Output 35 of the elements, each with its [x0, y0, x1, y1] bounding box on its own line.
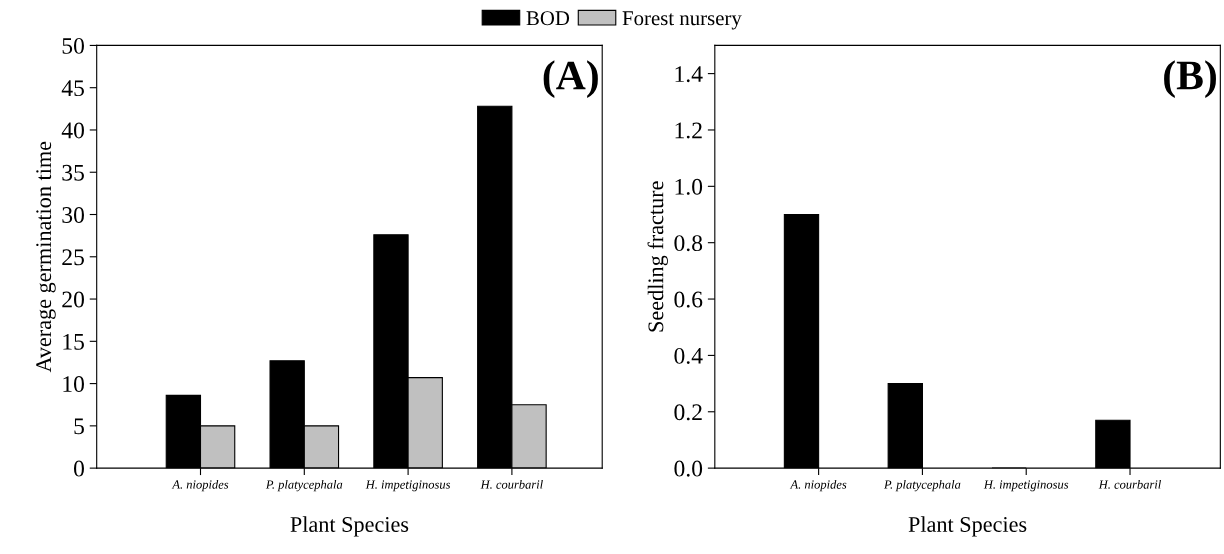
y-tick-label: 1.4 [675, 66, 703, 83]
y-tick-label: 5 [74, 418, 84, 435]
x-tick-label: P. platycephala [265, 479, 343, 492]
x-tick-label: P. platycephala [883, 479, 961, 492]
legend-label: Forest nursery [622, 11, 742, 30]
x-tick-label: H. impetiginosus [365, 480, 451, 492]
y-tick-label: 0 [73, 460, 84, 477]
y-tick-label: 20 [62, 291, 84, 308]
x-tick-label: A. niopides [171, 479, 229, 492]
x-tick-label: H. impetiginosus [983, 480, 1069, 492]
y-tick-label: 15 [63, 333, 84, 350]
annotation: (B) [1164, 60, 1216, 99]
annotation: (A) [543, 60, 598, 99]
y-tick-label: 0.4 [674, 347, 703, 364]
y-tick-label: 30 [62, 207, 84, 223]
y-axis-title: Average germination time [36, 141, 56, 373]
y-tick-label: 45 [61, 80, 84, 97]
y-tick-label: 50 [62, 37, 84, 54]
y-tick-label: 25 [62, 249, 84, 266]
x-tick-label: H. courbaril [1098, 479, 1161, 489]
y-tick-label: 1.0 [675, 178, 703, 195]
x-axis-title: Plant Species [290, 516, 409, 537]
y-tick-label: 0.0 [674, 460, 703, 477]
y-tick-label: 35 [62, 164, 84, 181]
y-tick-label: 0.2 [674, 404, 702, 421]
y-tick-label: 40 [61, 122, 84, 139]
y-tick-label: 10 [63, 376, 84, 393]
x-tick-label: H. courbaril [480, 479, 543, 489]
y-tick-label: 0.6 [674, 291, 703, 308]
y-axis-title: Seedling fracture [647, 181, 668, 332]
legend-label: BOD [526, 11, 570, 26]
y-tick-label: 0.8 [674, 235, 703, 252]
x-tick-label: A. niopides [789, 479, 847, 492]
x-axis-title: Plant Species [908, 516, 1027, 537]
y-tick-label: 1.2 [675, 122, 702, 139]
